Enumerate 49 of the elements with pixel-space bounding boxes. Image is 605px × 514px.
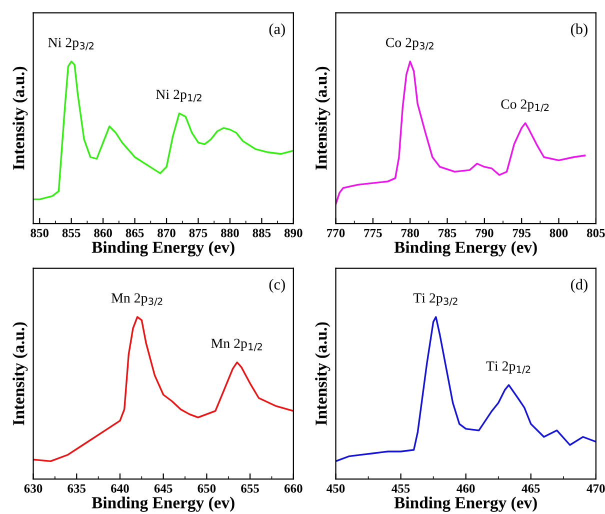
x-tick-label: 855 <box>62 228 80 238</box>
x-axis-title: Binding Energy (ev) <box>394 241 537 256</box>
y-axis-title: Intensity (a.u.) <box>12 66 28 170</box>
x-tick-label: 850 <box>30 228 49 238</box>
x-tick-label: 455 <box>392 484 410 493</box>
x-tick-label: 860 <box>94 228 112 238</box>
x-tick-label: 870 <box>158 228 176 238</box>
x-tick-label: 645 <box>154 484 172 493</box>
annotation: Mn 2p$_{3/2}$ <box>111 293 162 306</box>
text: (a) <box>269 23 285 38</box>
annotation: Ti 2p$_{3/2}$ <box>413 293 458 306</box>
x-tick-label: 470 <box>586 484 605 493</box>
x-tick-label: 630 <box>24 484 42 493</box>
annotation: Mn 2p$_{1/2}$ <box>211 338 262 352</box>
x-tick-label: 660 <box>284 484 302 493</box>
y-axis-title: Intensity (a.u.) <box>315 322 330 426</box>
y-axis-title: Intensity (a.u.) <box>315 66 330 170</box>
x-tick-label: 805 <box>586 228 605 238</box>
text: (c) <box>269 278 285 293</box>
x-axis-title: Binding Energy (ev) <box>394 496 537 512</box>
x-tick-label: 885 <box>252 228 271 238</box>
x-tick-label: 465 <box>522 484 540 493</box>
x-tick-label: 655 <box>241 484 259 493</box>
x-tick-label: 790 <box>476 228 494 238</box>
x-tick-label: 875 <box>189 228 208 238</box>
y-axis-title: Intensity (a.u.) <box>12 322 28 426</box>
x-tick-label: 890 <box>284 228 302 238</box>
text: (b) <box>570 23 588 38</box>
x-tick-label: 635 <box>68 484 86 493</box>
x-tick-label: 640 <box>111 484 129 493</box>
x-tick-label: 450 <box>326 484 345 493</box>
x-tick-label: 780 <box>401 228 419 238</box>
x-tick-label: 775 <box>364 228 382 238</box>
x-tick-label: 785 <box>438 228 456 238</box>
annotation: Ni 2p$_{3/2}$ <box>48 38 94 50</box>
x-tick-label: 865 <box>126 228 144 238</box>
x-tick-label: 880 <box>221 228 239 238</box>
annotation: Co 2p$_{1/2}$ <box>501 99 549 112</box>
x-tick-label: 800 <box>550 228 568 238</box>
x-tick-label: 650 <box>198 484 216 493</box>
annotation: Co 2p$_{3/2}$ <box>386 38 434 50</box>
annotation: Ni 2p$_{1/2}$ <box>156 90 202 102</box>
x-axis-title: Binding Energy (ev) <box>92 496 234 512</box>
x-axis-title: Binding Energy (ev) <box>92 241 234 256</box>
text: (d) <box>570 278 588 293</box>
annotation: Ti 2p$_{1/2}$ <box>486 361 530 374</box>
x-tick-label: 460 <box>456 484 475 493</box>
x-tick-label: 770 <box>327 228 345 238</box>
x-tick-label: 795 <box>512 228 531 238</box>
